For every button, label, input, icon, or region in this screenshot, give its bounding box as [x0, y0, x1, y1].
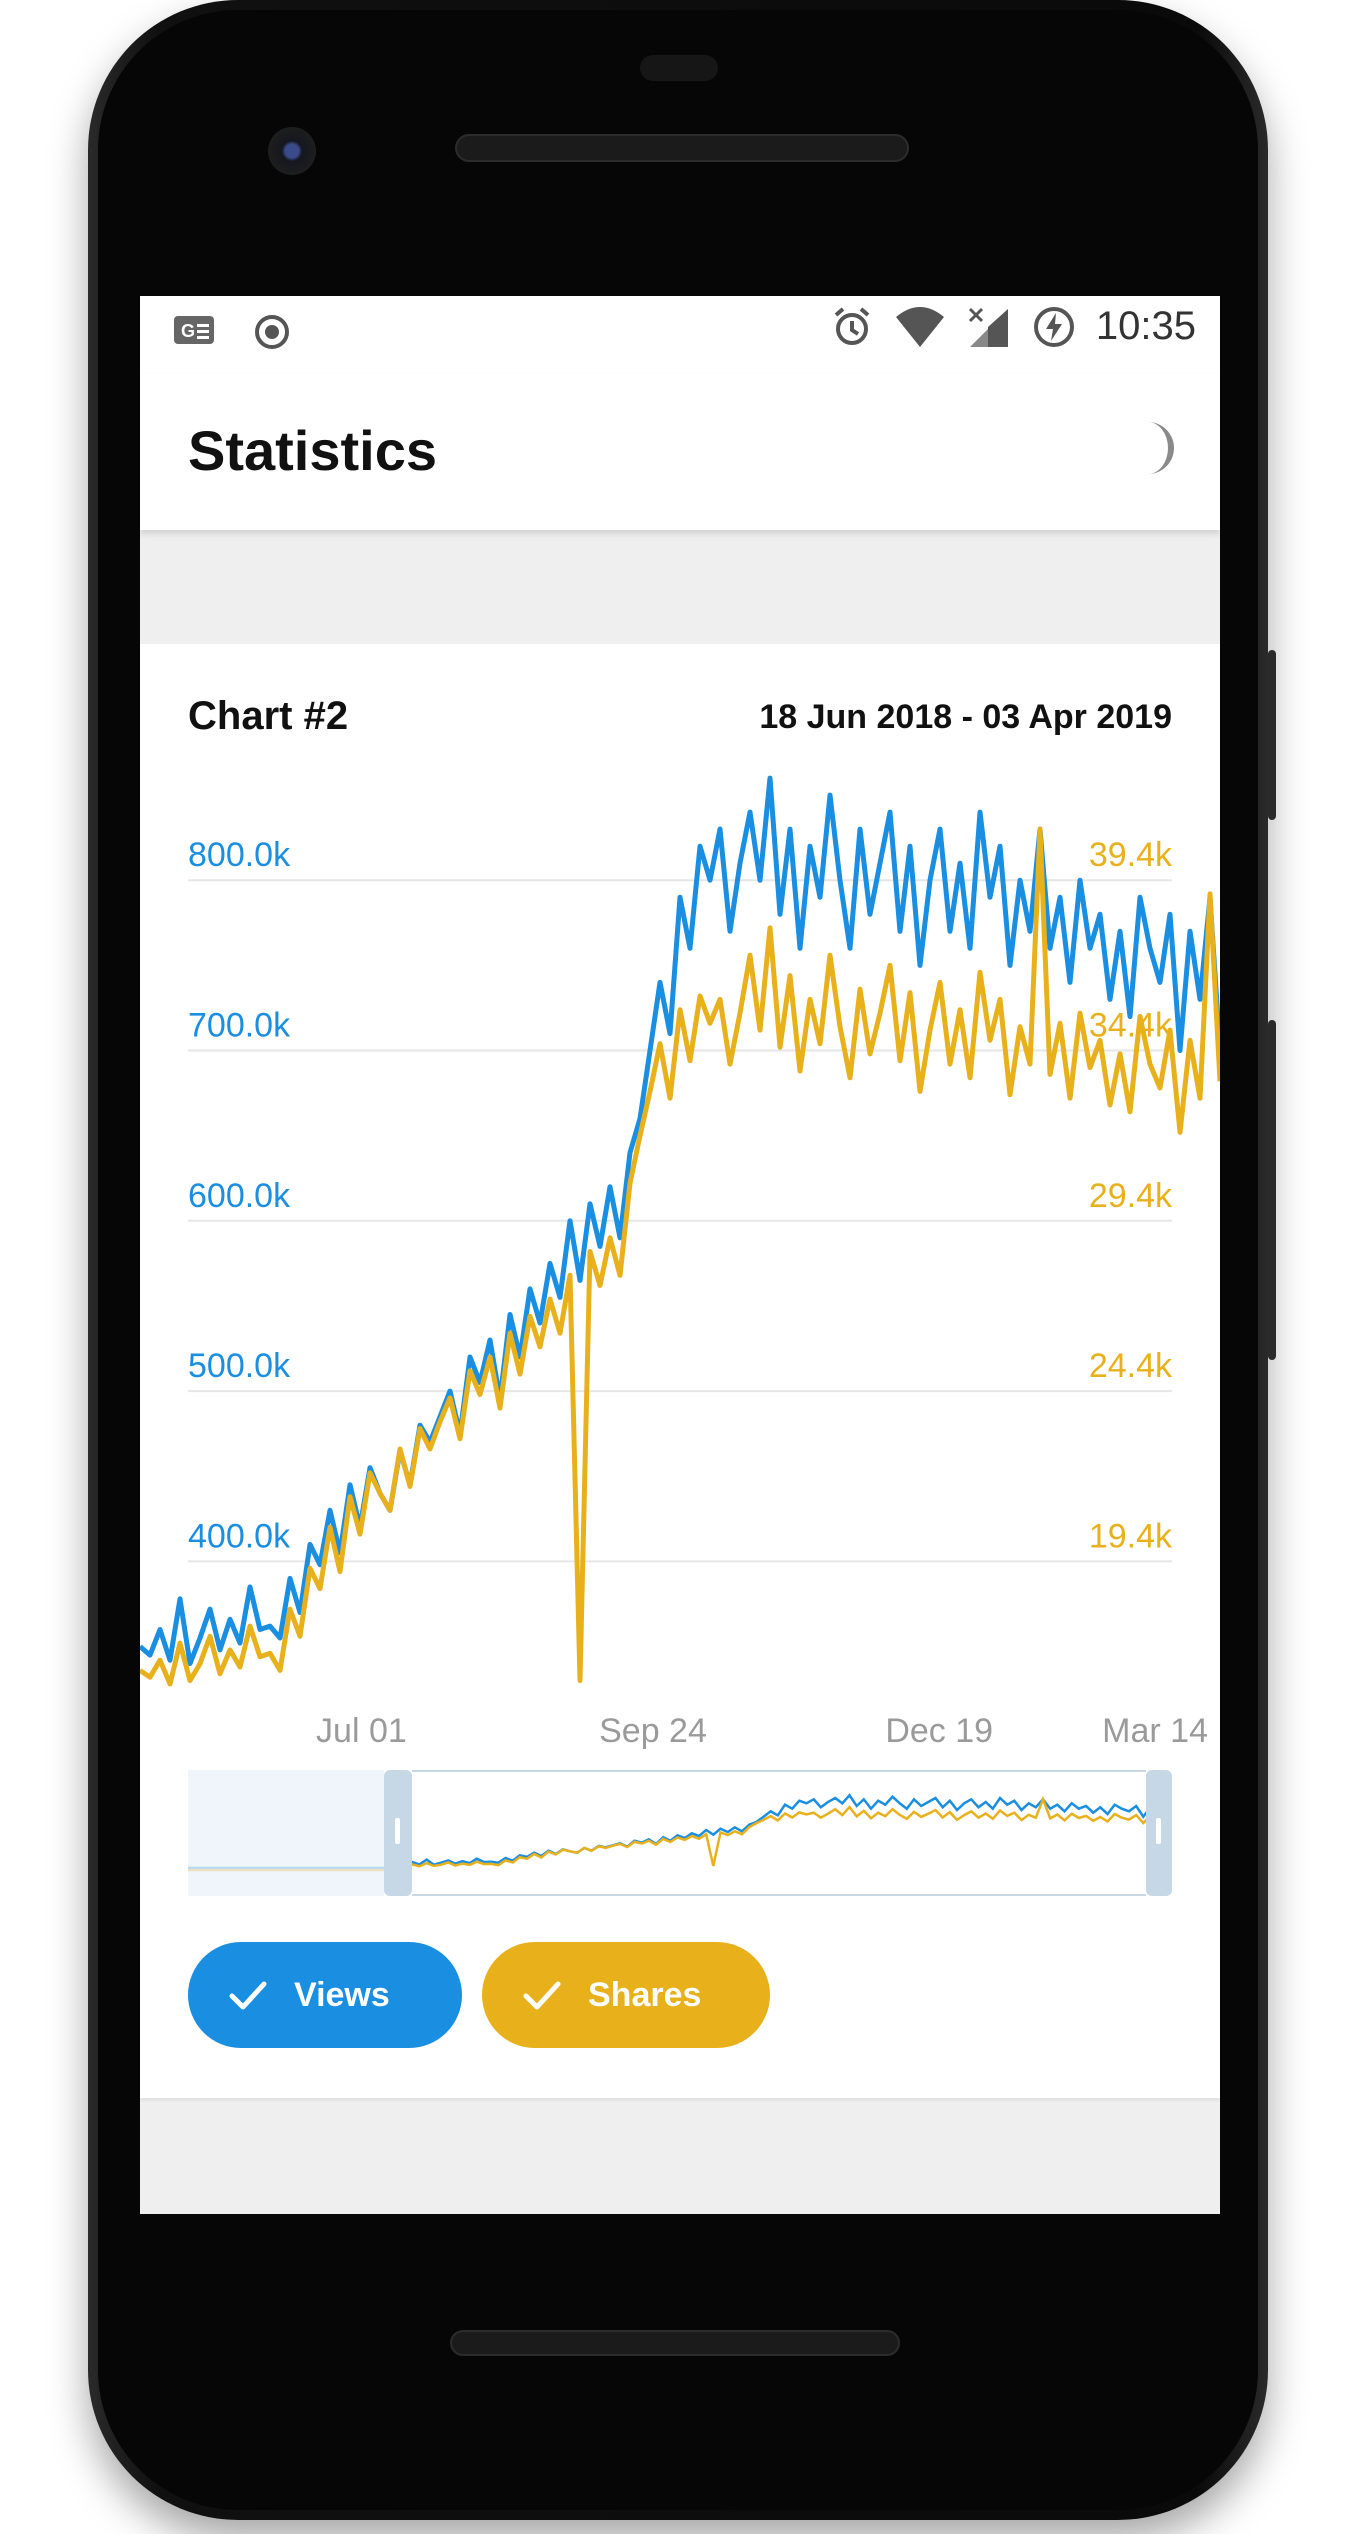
front-camera [268, 127, 316, 175]
check-icon [523, 1981, 561, 2010]
nav-series-line-views [188, 1793, 1172, 1870]
status-bar: G 10:35 [140, 296, 1220, 374]
y-right-tick-label: 29.4k [1089, 1177, 1173, 1215]
handle-grip [395, 1818, 400, 1844]
volume-button [1268, 1020, 1276, 1360]
shares-toggle-label: Shares [588, 1975, 702, 2014]
y-left-tick-label: 800.0k [188, 836, 291, 874]
proximity-sensor [640, 55, 718, 81]
page-title: Statistics [188, 419, 437, 482]
main-chart[interactable]: 400.0k 19.4k 500.0k 24.4k 600.0k 29.4k 700.0k 3… [140, 744, 1220, 1754]
selector-dim-left [188, 1770, 384, 1896]
x-tick-label: Mar 14 [1102, 1712, 1208, 1750]
series-line-shares [140, 826, 1220, 1687]
y-right-tick-label: 39.4k [1089, 836, 1173, 874]
power-button [1268, 650, 1276, 820]
screen: G 10:35 Statistics Chart #2 18 Jun 2018 … [140, 296, 1220, 2214]
svg-text:G: G [181, 321, 195, 341]
app-bar: Statistics [140, 374, 1220, 530]
check-icon [229, 1981, 267, 2010]
y-right-tick-label: 34.4k [1089, 1007, 1173, 1045]
chart-title: Chart #2 [188, 694, 349, 738]
views-toggle-button[interactable]: Views [188, 1942, 462, 2048]
date-range: 18 Jun 2018 - 03 Apr 2019 [759, 698, 1172, 736]
earpiece-speaker [455, 134, 909, 162]
handle-grip [1156, 1818, 1161, 1844]
views-toggle-label: Views [294, 1975, 390, 2014]
alarm-icon [834, 306, 870, 345]
x-tick-label: Jul 01 [316, 1712, 407, 1750]
y-left-tick-label: 600.0k [188, 1177, 291, 1215]
y-right-tick-label: 19.4k [1089, 1517, 1173, 1555]
bottom-speaker [450, 2330, 900, 2356]
gboard-icon: G [174, 316, 214, 344]
no-signal-icon [968, 307, 1008, 347]
x-tick-label: Sep 24 [599, 1712, 707, 1750]
shares-toggle-button[interactable]: Shares [482, 1942, 770, 2048]
y-left-tick-label: 700.0k [188, 1007, 291, 1045]
x-tick-label: Dec 19 [885, 1712, 993, 1750]
night-mode-icon[interactable] [1116, 418, 1176, 478]
range-selector[interactable] [188, 1770, 1172, 1896]
chart-card: Chart #2 18 Jun 2018 - 03 Apr 2019 400.0… [140, 644, 1220, 2098]
y-right-tick-label: 24.4k [1089, 1347, 1173, 1385]
nav-series-line-shares [188, 1795, 1172, 1872]
record-icon [255, 315, 289, 349]
y-left-tick-label: 400.0k [188, 1517, 291, 1555]
status-time: 10:35 [1095, 304, 1196, 348]
battery-charging-icon [1033, 306, 1074, 347]
y-left-tick-label: 500.0k [188, 1347, 291, 1385]
wifi-icon [895, 306, 944, 347]
